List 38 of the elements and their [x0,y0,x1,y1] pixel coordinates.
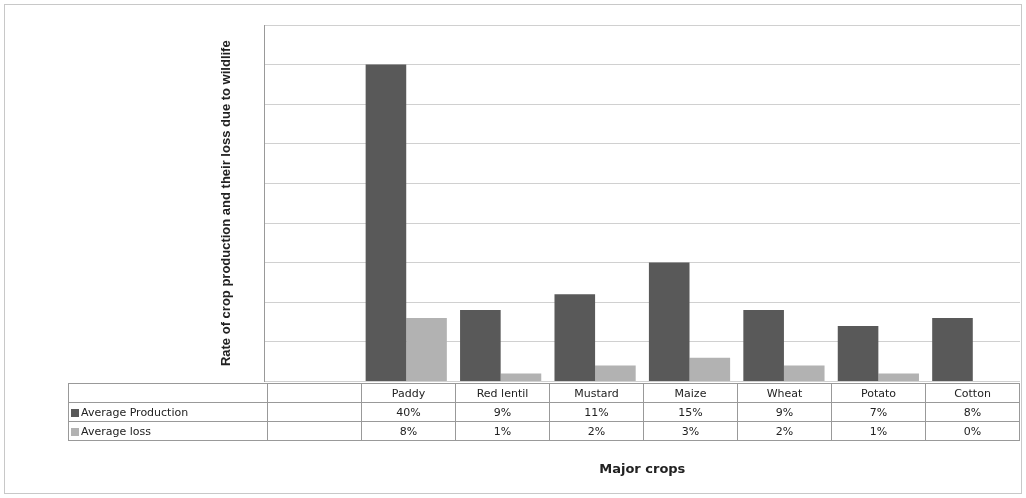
x-tick-label: Red lentil [455,383,550,403]
data-label: 8% [361,421,456,441]
bar [689,357,731,381]
x-tick-label: Potato [831,383,926,403]
x-tick-label: Wheat [737,383,832,403]
data-label: 7% [831,402,926,422]
x-tick-label: Cotton [925,383,1020,403]
data-label: 9% [455,402,550,422]
bar [837,325,879,381]
data-label: 8% [925,402,1020,422]
bar [500,373,542,381]
data-label: 0% [925,421,1020,441]
data-label: 3% [643,421,738,441]
bar [878,373,919,381]
x-tick-label: Paddy [361,383,456,403]
bar [406,318,447,381]
data-label: 1% [831,421,926,441]
data-label: 11% [549,402,644,422]
data-label: 2% [737,421,832,441]
data-label: 2% [549,421,644,441]
bar [460,310,501,381]
bar [743,310,784,381]
x-tick-label: Mustard [549,383,644,403]
bar [595,365,636,381]
bar [365,64,407,381]
y-axis-title: Rate of crop production and their loss due to wildlife [218,40,234,367]
x-tick-label: Maize [643,383,738,403]
x-axis-title: Major crops [599,460,686,476]
legend-label: Average loss [68,421,268,441]
data-label: 15% [643,402,738,422]
bar [554,294,596,381]
bar [932,318,973,381]
bar [648,262,690,381]
data-label: 40% [361,402,456,422]
data-label: 9% [737,402,832,422]
bar [783,365,825,381]
data-label: 1% [455,421,550,441]
legend-label: Average Production [68,402,268,422]
